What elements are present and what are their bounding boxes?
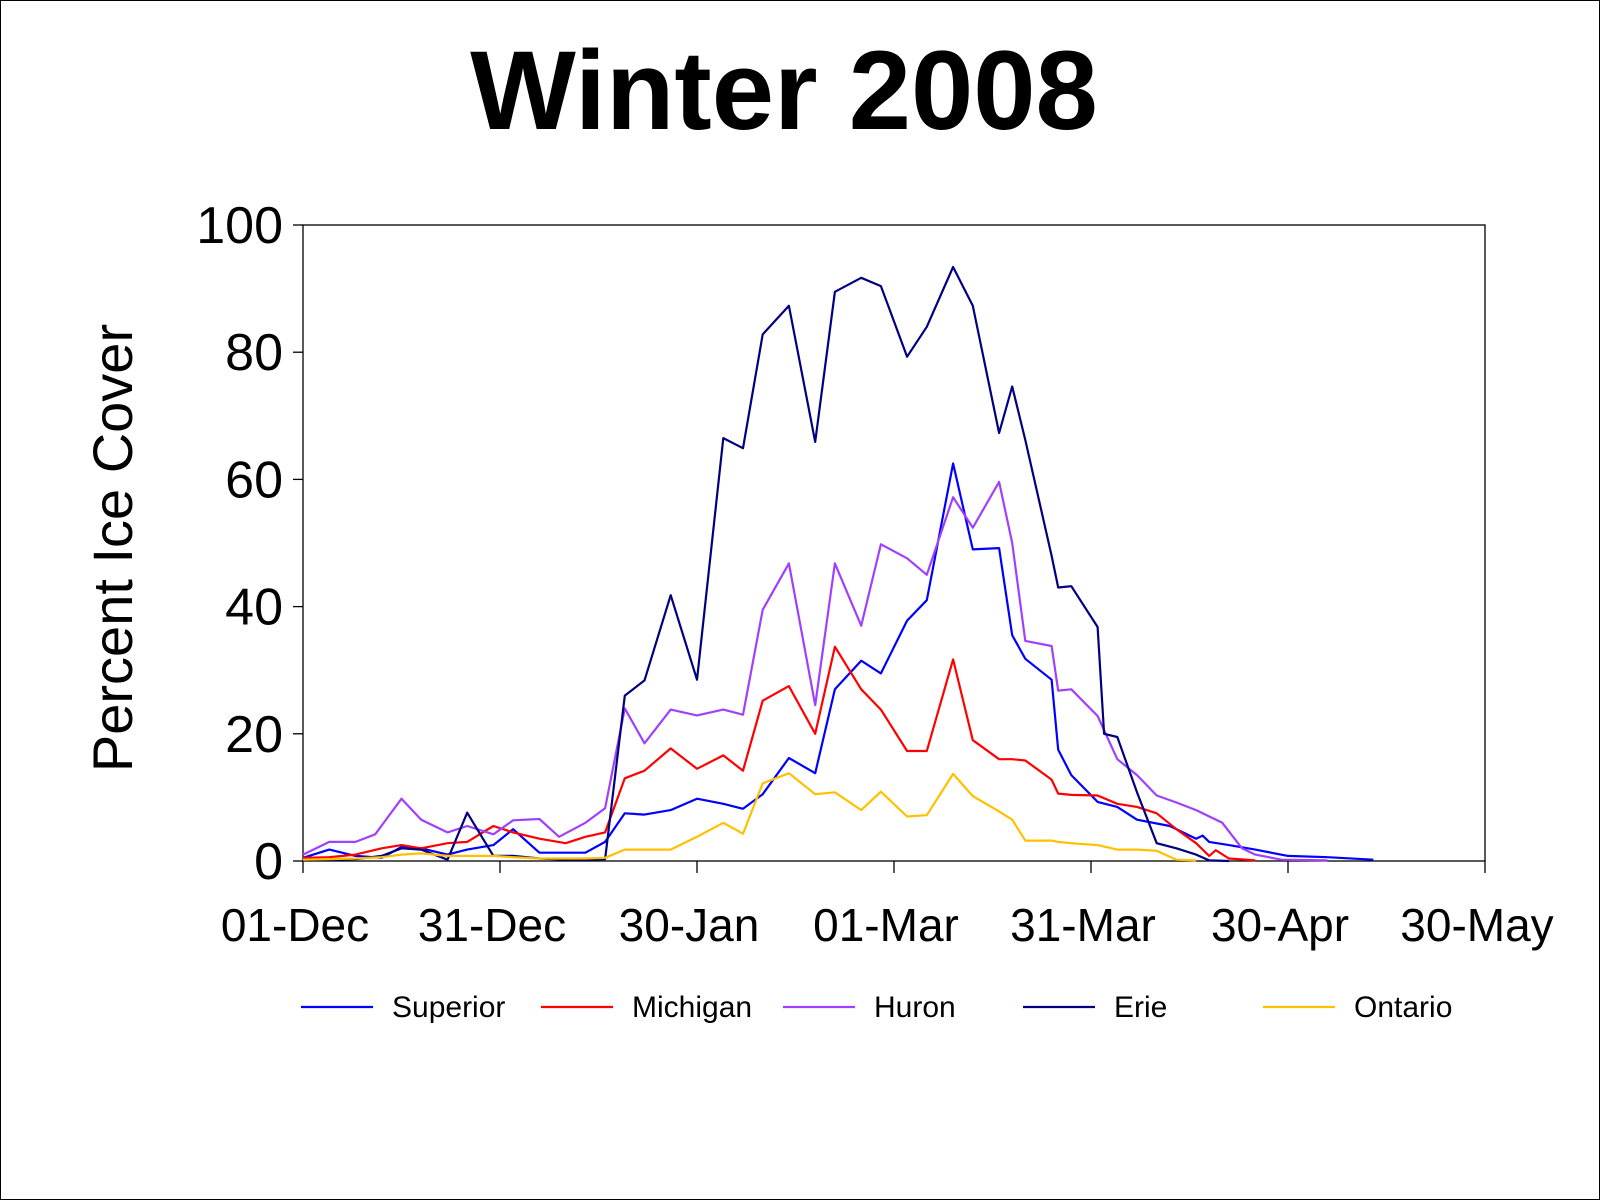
legend-label-erie: Erie xyxy=(1114,991,1167,1024)
y-tick-label: 60 xyxy=(225,451,283,509)
series-line-huron xyxy=(302,480,1328,862)
legend-label-huron: Huron xyxy=(874,991,956,1024)
x-tick-label: 30-Jan xyxy=(619,899,760,951)
plot-area xyxy=(302,224,1486,862)
y-tick-label: 40 xyxy=(225,579,283,637)
series-line-erie xyxy=(303,265,1229,863)
y-tick-label: 100 xyxy=(196,197,283,255)
y-tick-label: 0 xyxy=(254,833,283,891)
legend-label-ontario: Ontario xyxy=(1354,991,1452,1024)
x-tick-label: 31-Dec xyxy=(418,899,566,951)
x-axis-ticks: 01-Dec 31-Dec 30-Jan 01-Mar 31-Mar 30-Apr 30-M… xyxy=(221,861,1554,951)
legend: Superior Michigan Huron Erie Ontario xyxy=(301,991,1452,1024)
chart-title: Winter 2008 xyxy=(470,28,1098,153)
x-tick-label: 01-Dec xyxy=(221,899,369,951)
y-axis-ticks: 0 20 40 60 80 100 xyxy=(196,197,303,891)
legend-label-michigan: Michigan xyxy=(632,991,752,1024)
x-tick-label: 30-May xyxy=(1400,899,1553,951)
x-tick-label: 30-Apr xyxy=(1211,899,1349,951)
y-tick-label: 20 xyxy=(225,706,283,764)
y-axis-label: Percent Ice Cover xyxy=(81,324,144,772)
series-line-ontario xyxy=(302,772,1197,862)
legend-label-superior: Superior xyxy=(392,991,505,1024)
series-lines xyxy=(302,265,1374,863)
x-tick-label: 31-Mar xyxy=(1010,899,1156,951)
y-tick-label: 80 xyxy=(225,324,283,382)
x-tick-label: 01-Mar xyxy=(813,899,959,951)
